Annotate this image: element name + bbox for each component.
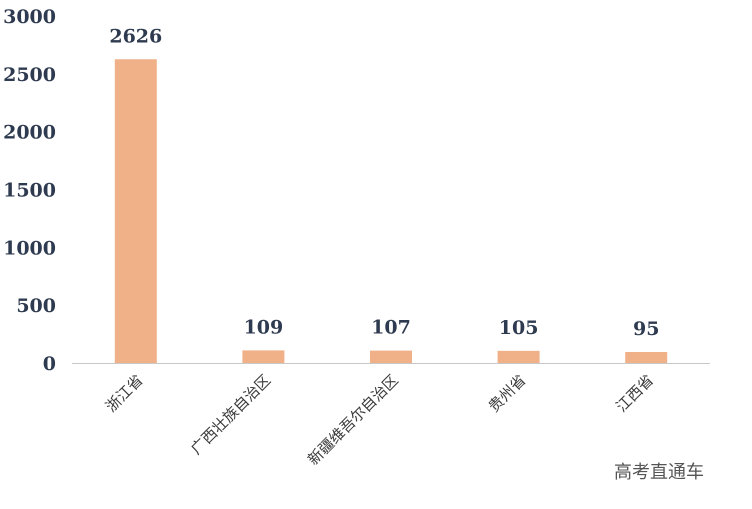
bar <box>625 352 668 363</box>
data-label: 105 <box>499 317 539 339</box>
data-label: 109 <box>244 316 284 338</box>
bar <box>497 350 540 363</box>
x-tick-label: 江西省 <box>612 371 657 416</box>
y-tick-label: 3000 <box>3 6 56 28</box>
y-tick-label: 2000 <box>3 122 56 144</box>
x-tick-label: 浙江省 <box>102 371 147 416</box>
data-label: 2626 <box>109 25 162 47</box>
bar <box>114 59 157 363</box>
data-label: 107 <box>371 317 411 339</box>
watermark-text: 高考直通车 <box>614 462 704 483</box>
x-tick-label: 贵州省 <box>485 371 530 416</box>
bar <box>370 350 412 363</box>
x-tick-label: 新疆维吾尔自治区 <box>304 371 402 469</box>
y-tick-label: 500 <box>16 295 56 317</box>
x-tick-label: 广西壮族自治区 <box>187 371 274 458</box>
y-tick-label: 1500 <box>3 180 56 202</box>
y-tick-label: 2500 <box>3 64 56 86</box>
data-label: 95 <box>633 318 659 340</box>
y-tick-label: 0 <box>43 353 56 375</box>
bar <box>242 350 285 363</box>
y-tick-label: 1000 <box>3 237 56 259</box>
